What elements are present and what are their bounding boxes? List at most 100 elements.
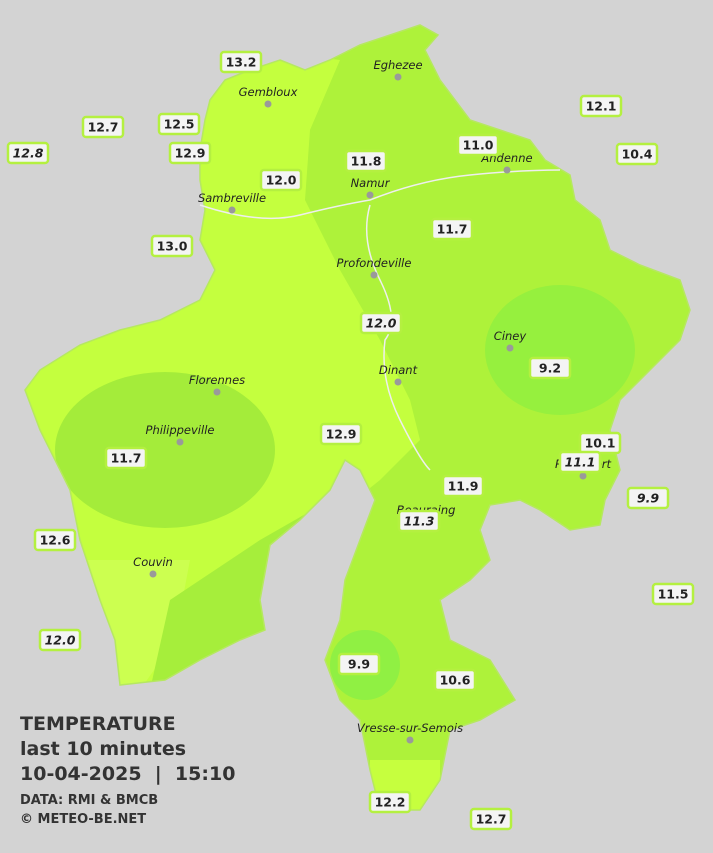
reading-value: 10.6 <box>440 673 471 688</box>
reading-box <box>104 446 148 470</box>
reading-box <box>626 486 670 510</box>
reading-value: 11.1 <box>565 455 596 470</box>
reading-value: 12.5 <box>164 117 195 132</box>
reading-box <box>168 141 212 165</box>
city-dot <box>370 271 378 279</box>
station-reading: 12.6 <box>33 528 77 552</box>
reading-value: 10.4 <box>622 147 653 162</box>
reading-box <box>441 474 485 498</box>
reading-box <box>579 94 623 118</box>
station-reading: 10.1 <box>578 431 622 455</box>
station-reading: 11.0 <box>456 133 500 157</box>
city-dot <box>406 736 414 744</box>
reading-value: 13.0 <box>157 239 188 254</box>
reading-box <box>433 668 477 692</box>
reading-box <box>219 50 263 74</box>
reading-box <box>157 112 201 136</box>
reading-value: 12.7 <box>88 120 119 135</box>
river <box>365 204 431 471</box>
station-reading: 9.2 <box>528 356 572 380</box>
reading-value: 11.7 <box>111 451 142 466</box>
reading-value: 9.9 <box>637 491 659 506</box>
reading-box <box>150 234 194 258</box>
reading-value: 12.0 <box>45 633 76 648</box>
reading-value: 11.7 <box>437 222 468 237</box>
station-reading: 11.9 <box>441 474 485 498</box>
city-dot <box>366 191 374 199</box>
reading-value: 12.9 <box>175 146 206 161</box>
reading-value: 11.5 <box>658 587 689 602</box>
city-label: Philippeville <box>146 423 215 437</box>
reading-value: 11.9 <box>448 479 479 494</box>
reading-value: 12.0 <box>366 316 397 331</box>
reading-box <box>38 628 82 652</box>
city-label: Vresse-sur-Semois <box>357 721 463 735</box>
station-reading: 12.8 <box>6 141 50 165</box>
station-reading: 10.6 <box>433 668 477 692</box>
reading-value: 12.8 <box>13 146 44 161</box>
reading-box <box>319 422 363 446</box>
city-label: Gembloux <box>239 85 298 99</box>
city-label: Florennes <box>189 373 245 387</box>
reading-box <box>368 790 412 814</box>
station-reading: 12.0 <box>259 168 303 192</box>
city-dot <box>264 100 272 108</box>
reading-value: 13.2 <box>226 55 257 70</box>
reading-box <box>259 168 303 192</box>
reading-box <box>397 509 441 533</box>
reading-box <box>558 450 602 474</box>
station-reading: 12.0 <box>359 311 403 335</box>
legend-title: TEMPERATURE <box>20 713 176 735</box>
reading-value: 12.7 <box>476 812 507 827</box>
reading-value: 12.2 <box>375 795 406 810</box>
reading-box <box>651 582 695 606</box>
city-label: Profondeville <box>337 256 412 270</box>
city-label: Dinant <box>379 363 418 377</box>
station-reading: 12.9 <box>319 422 363 446</box>
city-dot <box>213 388 221 396</box>
city-dot <box>394 73 402 81</box>
station-reading: 13.2 <box>219 50 263 74</box>
city-label: Ciney <box>494 329 527 343</box>
station-reading: 11.8 <box>344 149 388 173</box>
station-reading: 9.9 <box>626 486 670 510</box>
river <box>199 169 561 220</box>
city-label: Couvin <box>133 555 173 569</box>
reading-box <box>430 217 474 241</box>
reading-box <box>528 356 572 380</box>
station-reading: 11.7 <box>104 446 148 470</box>
legend-source: DATA: RMI & BMCB <box>20 793 158 808</box>
legend-credit: © METEO-BE.NET <box>20 812 146 827</box>
station-reading: 12.7 <box>81 115 125 139</box>
legend-subtitle: last 10 minutes <box>20 738 186 760</box>
reading-box <box>456 133 500 157</box>
reading-box <box>615 142 659 166</box>
city-label: Namur <box>351 176 391 190</box>
reading-box <box>337 652 381 676</box>
station-reading: 11.7 <box>430 217 474 241</box>
city-dot <box>228 206 236 214</box>
city-dot <box>176 438 184 446</box>
station-reading: 13.0 <box>150 234 194 258</box>
reading-box <box>469 807 513 831</box>
reading-value: 12.6 <box>40 533 71 548</box>
city-dot <box>503 166 511 174</box>
station-reading: 12.9 <box>168 141 212 165</box>
station-reading: 12.7 <box>469 807 513 831</box>
station-reading: 11.3 <box>397 509 441 533</box>
legend-datetime: 10-04-2025 | 15:10 <box>20 763 235 785</box>
station-reading: 12.2 <box>368 790 412 814</box>
reading-box <box>344 149 388 173</box>
reading-box <box>6 141 50 165</box>
city-label: Eghezee <box>373 58 422 72</box>
city-dot <box>394 378 402 386</box>
legend: TEMPERATURE last 10 minutes 10-04-2025 |… <box>20 713 235 827</box>
station-reading: 10.4 <box>615 142 659 166</box>
city-dot <box>506 344 514 352</box>
reading-value: 12.0 <box>266 173 297 188</box>
city-label: Sambreville <box>198 191 266 205</box>
reading-value: 11.0 <box>463 138 494 153</box>
reading-value: 12.9 <box>326 427 357 442</box>
station-reading: 12.1 <box>579 94 623 118</box>
reading-box <box>359 311 403 335</box>
